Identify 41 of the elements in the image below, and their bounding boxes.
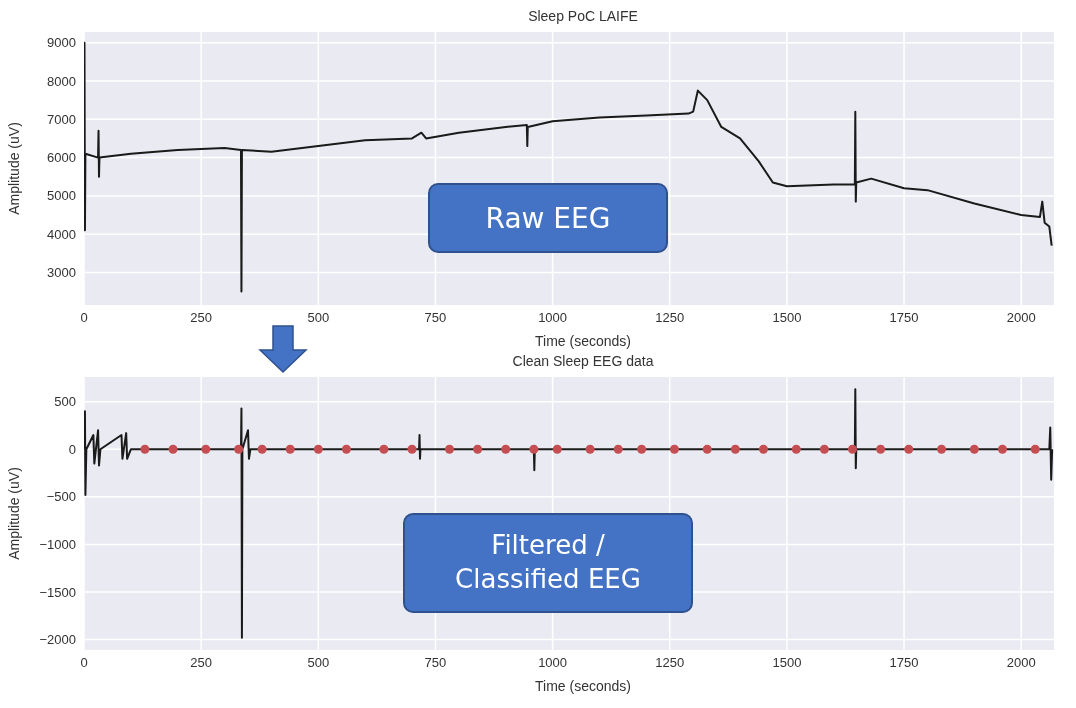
x-axis-title: Time (seconds) (534, 678, 632, 694)
x-tick-label: 2000 (1006, 310, 1036, 326)
x-axis-title: Time (seconds) (534, 333, 632, 349)
x-tick-label: 500 (307, 310, 330, 326)
x-tick-label: 1250 (655, 310, 685, 326)
x-tick-label: 250 (190, 310, 212, 326)
x-tick-label: 1750 (889, 310, 919, 326)
x-tick-label: 2000 (1006, 655, 1036, 671)
x-tick-label: 750 (424, 655, 447, 671)
y-tick-label: −1000 (39, 537, 76, 553)
y-tick-label: 8000 (47, 73, 76, 89)
y-tick-label: 7000 (47, 111, 76, 127)
y-tick-label: 9000 (47, 35, 76, 51)
x-tick-label: 1250 (655, 655, 685, 671)
y-tick-label: 4000 (47, 226, 76, 242)
y-axis-title: Amplitude (uV) (5, 467, 22, 560)
chart-title: Clean Sleep EEG data (511, 353, 655, 371)
y-tick-label: 6000 (47, 150, 76, 166)
x-tick-label: 250 (190, 655, 212, 671)
x-tick-label: 1500 (772, 655, 802, 671)
line-series (84, 41, 1053, 293)
y-tick-label: 5000 (47, 188, 76, 204)
x-tick-label: 1000 (538, 310, 568, 326)
y-tick-label: −1500 (39, 584, 76, 600)
y-tick-label: −500 (46, 489, 76, 505)
x-tick-label: 0 (80, 310, 88, 326)
x-tick-label: 1000 (538, 655, 568, 671)
y-tick-label: 3000 (47, 265, 76, 281)
y-axis-title: Amplitude (uV) (5, 122, 22, 215)
x-tick-label: 500 (307, 655, 330, 671)
x-tick-label: 750 (424, 310, 447, 326)
x-tick-label: 1500 (772, 310, 802, 326)
callout-box: Raw EEG (428, 183, 668, 253)
line-series (84, 388, 1054, 639)
x-tick-label: 1750 (889, 655, 919, 671)
x-tick-label: 0 (80, 655, 88, 671)
y-tick-label: 0 (68, 441, 76, 457)
callout-box: Filtered / Classified EEG (403, 513, 693, 613)
y-tick-label: −2000 (39, 632, 76, 648)
y-tick-label: 500 (54, 394, 76, 410)
chart-title: Sleep PoC LAIFE (527, 8, 639, 26)
